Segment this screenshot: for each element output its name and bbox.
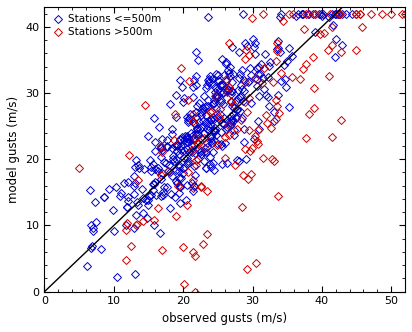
Stations >500m: [354, 48, 359, 52]
Stations >500m: [193, 290, 198, 293]
Stations >500m: [330, 25, 335, 29]
Stations >500m: [279, 71, 283, 75]
Line: Stations <=500m: Stations <=500m: [84, 11, 358, 280]
Stations <=500m: [172, 195, 177, 199]
Stations >500m: [303, 12, 308, 16]
Stations <=500m: [219, 98, 224, 102]
Stations <=500m: [224, 62, 229, 66]
Stations >500m: [313, 12, 318, 16]
Stations >500m: [242, 57, 247, 61]
Stations <=500m: [209, 77, 214, 81]
Stations >500m: [178, 66, 183, 70]
Stations <=500m: [114, 275, 119, 279]
Stations <=500m: [219, 144, 224, 148]
Stations <=500m: [142, 167, 147, 171]
Stations >500m: [321, 31, 326, 35]
Stations <=500m: [296, 12, 301, 16]
Stations >500m: [291, 12, 296, 16]
X-axis label: observed gusts (m/s): observed gusts (m/s): [162, 312, 287, 325]
Y-axis label: model gusts (m/s): model gusts (m/s): [7, 96, 20, 203]
Line: Stations >500m: Stations >500m: [77, 11, 408, 294]
Legend: Stations <=500m, Stations >500m: Stations <=500m, Stations >500m: [50, 12, 164, 40]
Stations <=500m: [157, 125, 162, 129]
Stations <=500m: [148, 193, 153, 197]
